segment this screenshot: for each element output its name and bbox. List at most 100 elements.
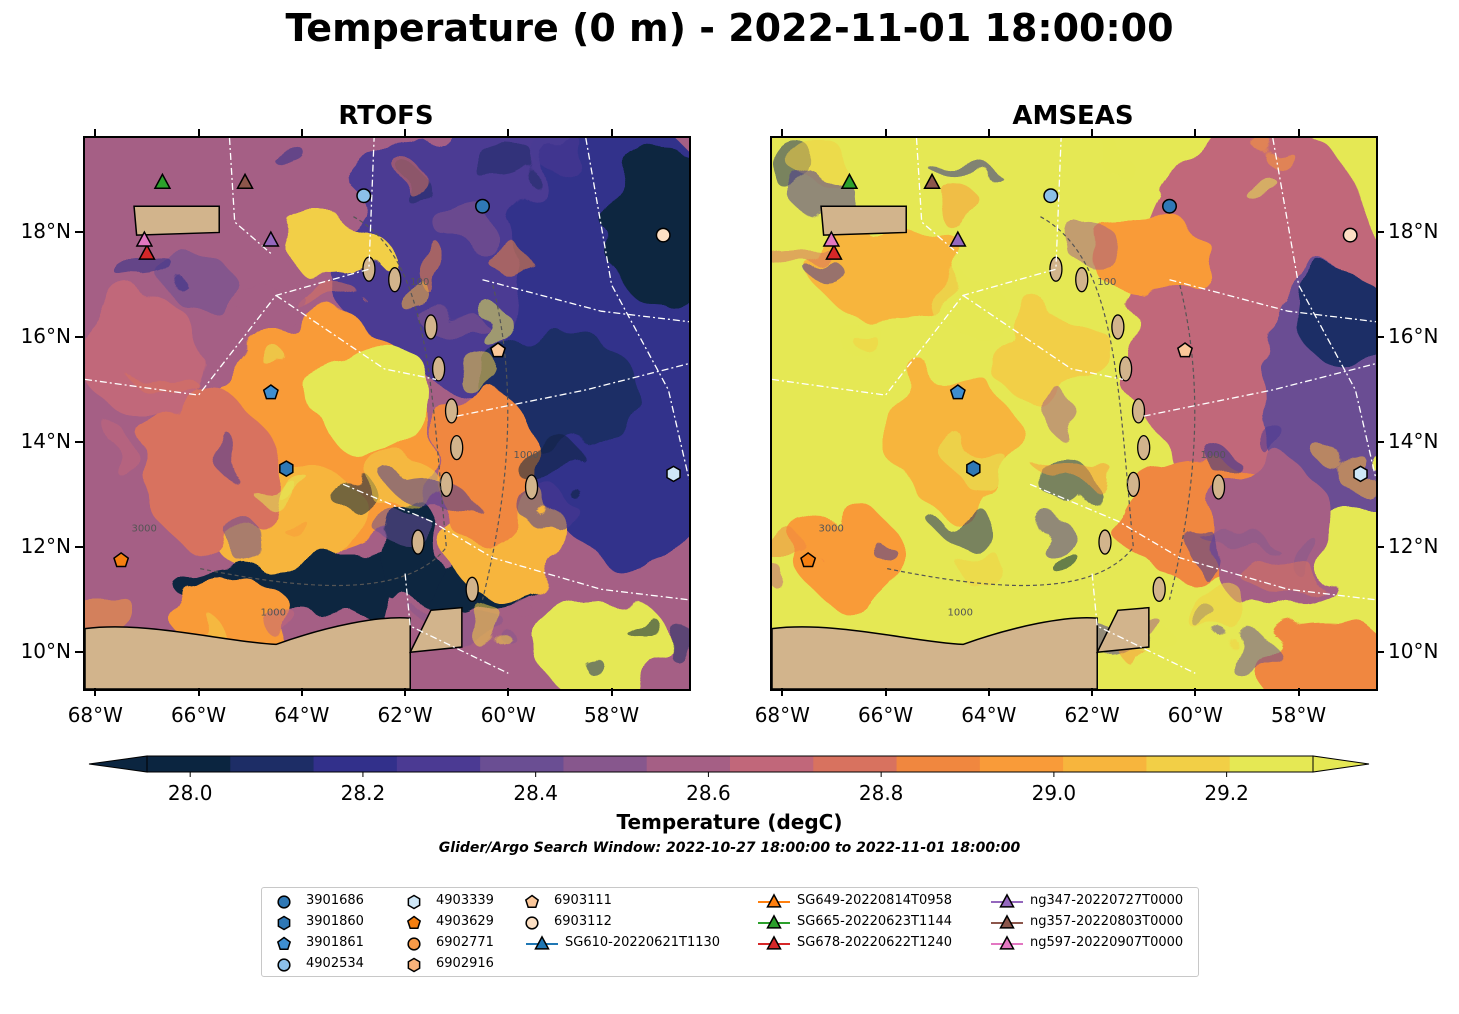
rtofs-map-canvas: 100 1000 1000 3000 — [85, 138, 689, 689]
platform-marker — [822, 230, 841, 247]
colorbar-segment — [563, 756, 648, 772]
lat-tick-label: 12°N — [20, 534, 71, 559]
platform-marker — [1342, 227, 1358, 243]
legend-label: 3901860 — [306, 914, 364, 929]
eddy-feature — [377, 512, 434, 545]
lesser-antilles-island — [1098, 529, 1112, 555]
eddy-feature — [674, 626, 689, 670]
eddy-feature — [233, 281, 303, 320]
eddy-feature — [933, 165, 997, 180]
eddy-feature — [1214, 632, 1274, 666]
lon-tick-mark — [300, 129, 303, 137]
lon-tick-label: 58°W — [1270, 703, 1327, 727]
legend-label: SG610-20220621T1130 — [565, 935, 721, 950]
lesser-antilles-island — [1211, 474, 1226, 500]
lon-tick-mark — [1297, 129, 1300, 137]
temperature-anomaly — [802, 508, 902, 608]
legend-symbol — [999, 893, 1015, 908]
lesser-antilles-island — [1111, 314, 1125, 340]
legend-symbol — [277, 958, 291, 972]
lon-tick-mark — [1297, 688, 1300, 696]
platform-marker — [135, 230, 154, 247]
lesser-antilles-island — [411, 529, 425, 555]
temperature-anomaly — [992, 308, 1112, 408]
lon-tick-label: 66°W — [170, 703, 227, 727]
legend-symbol — [999, 935, 1015, 950]
eddy-feature — [510, 438, 585, 482]
eddy-feature — [1253, 138, 1285, 155]
eez-boundary-line — [1091, 573, 1196, 674]
lat-tick-mark — [1376, 441, 1384, 444]
lon-tick-label: 60°W — [1167, 703, 1223, 727]
colorbar-segment — [313, 756, 398, 772]
legend-marker — [758, 935, 790, 950]
lon-tick-mark — [94, 688, 97, 696]
temperature-anomaly — [285, 218, 385, 278]
contour-label: 1000 — [261, 608, 286, 619]
eddy-feature — [1032, 522, 1079, 554]
lon-tick-mark — [1091, 688, 1094, 696]
lon-tick-label: 62°W — [1064, 703, 1120, 727]
legend-marker — [991, 914, 1023, 929]
platform-marker — [475, 198, 491, 214]
temperature-anomaly — [605, 148, 689, 308]
eddy-feature — [392, 282, 434, 307]
legend-marker — [991, 935, 1023, 950]
platform-marker — [1162, 198, 1178, 214]
eddy-feature — [1051, 555, 1085, 576]
colorbar-segment — [730, 756, 814, 772]
eddy-feature — [928, 282, 1008, 327]
legend-label: ng347-20220727T0000 — [1030, 893, 1184, 908]
platform-legend: 3901686 3901860 3901861 4902534 4903339 49036… — [261, 887, 1199, 977]
eddy-feature — [169, 259, 237, 311]
eez-boundary-line — [482, 279, 689, 323]
eddy-feature — [440, 201, 493, 250]
legend-label: SG649-20220814T0958 — [797, 893, 953, 908]
eddy-feature — [1181, 586, 1255, 633]
temperature-anomaly — [812, 218, 972, 318]
eez-boundary-line — [404, 573, 509, 674]
eddy-feature — [85, 588, 135, 637]
colorbar-segment — [1146, 756, 1231, 772]
eddy-feature — [136, 378, 200, 393]
lat-tick-label: 16°N — [20, 324, 71, 349]
eddy-feature — [792, 142, 850, 184]
eddy-feature — [263, 474, 312, 490]
colorbar-segment — [646, 756, 731, 772]
lat-tick-label: 10°N — [1388, 639, 1439, 664]
lon-tick-label: 62°W — [377, 703, 433, 727]
platform-marker — [966, 460, 981, 477]
eddy-feature — [1035, 460, 1112, 478]
legend-symbol — [277, 915, 291, 931]
south-america-coast — [85, 617, 411, 689]
lesser-antilles-island — [388, 267, 402, 293]
colorbar-tick-label: 29.0 — [1032, 781, 1077, 805]
trinidad-island — [1095, 606, 1150, 654]
lesser-antilles-island — [1137, 434, 1151, 461]
eddy-feature — [853, 330, 876, 350]
colorbar-tick-label: 28.8 — [859, 781, 904, 805]
legend-symbol — [276, 936, 292, 951]
eddy-feature — [1091, 138, 1123, 169]
legend-symbol — [766, 914, 782, 929]
lon-tick-label: 60°W — [480, 703, 536, 727]
colorbar-segment — [147, 756, 231, 772]
eez-boundaries — [772, 138, 1376, 674]
eddy-feature — [230, 514, 256, 564]
colorbar-segment — [1063, 756, 1147, 772]
lesser-antilles-island — [439, 471, 454, 497]
temperature-anomaly — [1092, 218, 1212, 298]
eddy-feature — [962, 549, 1004, 590]
legend-symbol — [407, 957, 421, 973]
legend-symbol — [407, 894, 421, 910]
lon-tick-mark — [781, 129, 784, 137]
eddy-feature — [1206, 445, 1230, 471]
eddy-feature — [1200, 530, 1266, 544]
platform-marker — [800, 552, 817, 568]
lon-tick-mark — [1194, 129, 1197, 137]
eddy-feature — [812, 263, 848, 287]
legend-marker — [991, 893, 1023, 908]
legend-label: ng357-20220803T0000 — [1030, 914, 1184, 929]
eddy-feature — [476, 302, 506, 346]
temperature-anomaly — [1302, 268, 1376, 368]
